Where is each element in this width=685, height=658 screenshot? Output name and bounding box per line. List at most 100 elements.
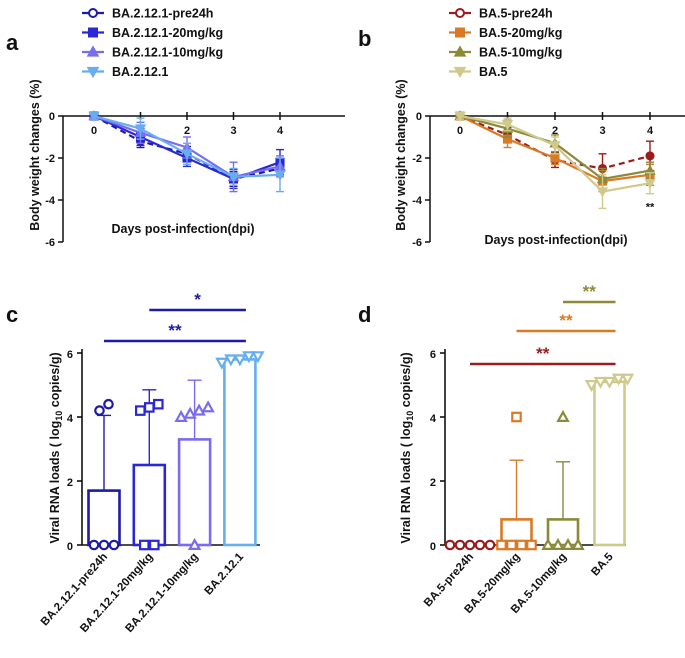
panel-c-category-label: BA.2.12.1 [203,551,247,598]
panel-c-scatter-point [183,406,197,419]
panel-a-data-point [227,172,240,183]
panel-d-scatter-point [556,409,570,422]
panel-a-legend-label: BA.2.12.1-pre24h [112,7,213,21]
panel-c-scatter-point [103,398,114,410]
panel-b-data-point [550,153,560,163]
panel-d-scatter-point [571,537,585,550]
panel-c-bar-0 [87,489,121,547]
panel-a-xlabel: Days post-infection(dpi) [111,222,254,236]
panel-b-data-point [454,111,466,122]
panel-d-scatter-point [511,411,522,423]
panel-c-scatter-point [233,354,247,367]
panel-a-legend-label: BA.2.12.1-10mg/kg [112,46,223,60]
panel-d-scatter-point [561,537,575,550]
panel-d-category-label: BA.5 [589,551,616,579]
panel-d-ytick-label: 4 [430,413,437,425]
panel-a-letter: a [6,30,19,55]
panel-d-ytick-label: 6 [430,349,436,361]
panel-a-legend-marker [88,8,98,18]
panel-c-scatter-point [139,539,150,551]
panel-d-scatter-point [611,373,626,386]
panel-c-letter: c [6,302,18,327]
panel-c-scatter-point [108,539,120,551]
panel-b-data-point [645,151,655,161]
panel-d-bar-3 [593,380,626,547]
panel-d-scatter-point [541,537,555,550]
panel-b-legend-marker [455,8,465,18]
panel-c-scatter-point [153,398,164,410]
panel-a-ylabel: Body weight changes (%) [28,79,42,230]
panel-c-scatter-point [94,405,105,416]
panel-a-legend-marker [88,27,98,38]
panel-d-scatter-point [551,537,565,550]
panel-b-legend-label: BA.5-10mg/kg [479,46,562,60]
panel-a-xtick-label: 3 [230,125,236,137]
panel-b-legend-marker [453,66,467,79]
panel-c-significance-label: ** [168,321,182,340]
panel-c-scatter-point [201,400,215,413]
panel-b-data-point [596,187,609,198]
panel-b-ytick-label: -4 [412,195,423,207]
panel-b-ytick-label: -2 [412,153,422,165]
panel-b-xtick-label: 0 [457,125,463,137]
panel-b-ylabel: Body weight changes (%) [394,79,408,230]
panel-a-ytick-label: -6 [45,237,55,249]
panel-d-significance-label: ** [559,311,573,330]
panel-c-scatter-point [242,351,256,364]
panel-d-significance-label: ** [536,344,550,363]
panel-a-ytick-label: -2 [45,153,55,165]
panel-c-scatter-point [135,405,146,416]
panel-b-legend-marker [455,27,465,38]
panel-d-scatter-point [464,539,476,551]
panel-a-ytick-label: 0 [49,111,55,123]
panel-d-scatter-point [444,539,456,551]
panel-b-legend-marker [453,45,467,57]
panel-d-scatter-point [474,539,486,551]
panel-b-data-point [501,120,514,131]
panel-d-ytick-label: 0 [430,541,436,553]
panel-d-letter: d [358,302,371,327]
panel-c-scatter-point [187,537,202,550]
panel-a-data-point [134,124,147,135]
panel-d-scatter-point [526,539,537,551]
panel-c-ylabel: Viral RNA loads ( log10 copies/g) [48,352,64,543]
panel-a-legend-label: BA.2.12.1 [112,65,168,79]
panel-b-data-point [644,178,656,190]
panel-c-scatter-point [149,539,160,551]
panel-d-scatter-point [620,373,635,386]
panel-a-legend-marker [86,45,100,57]
panel-d-scatter-point [516,539,527,551]
panel-c-scatter-point [251,351,265,364]
panel-c-scatter-point [144,402,155,413]
panel-a-legend-marker [86,66,100,79]
panel-d-scatter-point [484,539,496,551]
panel-d-scatter-point [593,376,608,389]
panel-b-data-point [549,141,561,152]
panel-b-annotation: ** [646,201,655,213]
panel-c-ytick-label: 6 [67,349,73,361]
panel-c-scatter-point [88,539,100,551]
panel-a-xtick-label: 4 [277,125,284,137]
panel-b-xtick-label: 3 [599,125,605,137]
panel-c-ytick-label: 0 [67,541,73,553]
panel-c-scatter-point [224,354,238,367]
panel-a-data-point [274,170,286,181]
panel-c-bar-3 [223,358,257,547]
panel-a-legend-label: BA.2.12.1-20mg/kg [112,26,223,40]
panel-d-significance-label: ** [583,282,597,301]
panel-b-xlabel: Days post-infection(dpi) [484,233,627,247]
panel-b-ytick-label: -6 [412,237,422,249]
panel-c-scatter-point [192,403,206,416]
panel-d-scatter-point [602,376,617,389]
panel-c-scatter-point [215,357,229,370]
panel-b-ytick-label: 0 [416,111,422,123]
panel-d-bar-2 [546,518,580,547]
panel-b-legend-label: BA.5-pre24h [479,7,553,21]
panel-d-scatter-point [506,539,517,551]
panel-c-scatter-point [174,409,188,422]
panel-d-ytick-label: 2 [430,477,436,489]
panel-b-legend-label: BA.5-20mg/kg [479,26,562,40]
panel-d-ylabel: Viral RNA loads ( log10 copies/g) [399,352,415,543]
panel-b-legend-label: BA.5 [479,65,508,79]
